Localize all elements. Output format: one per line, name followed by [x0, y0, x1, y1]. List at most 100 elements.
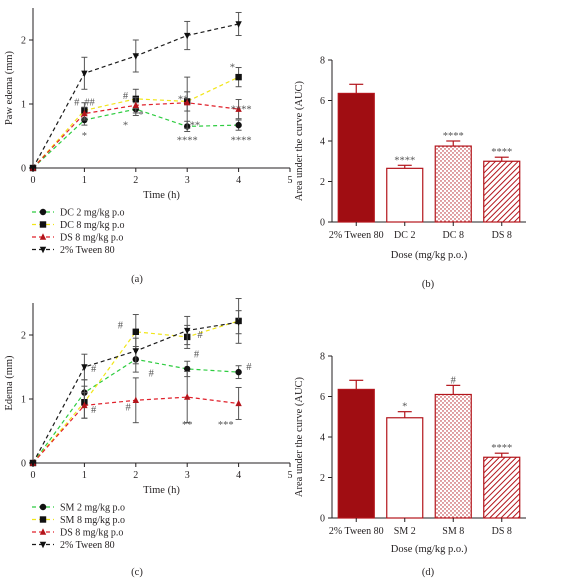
- data-point: [184, 327, 191, 335]
- data-point: [81, 70, 88, 77]
- significance-marker: ****: [394, 155, 415, 166]
- significance-marker: #: [125, 403, 131, 414]
- legend-label: SM 2 mg/kg p.o: [60, 503, 125, 514]
- significance-marker: ***: [218, 420, 234, 431]
- significance-marker: #: [451, 375, 457, 386]
- data-point: [235, 73, 242, 81]
- significance-marker: *: [123, 120, 128, 131]
- y-axis-label: Paw edema (mm): [4, 50, 15, 125]
- significance-marker: ****: [231, 104, 252, 115]
- data-point: [29, 165, 37, 172]
- y-tick-label: 8: [320, 352, 325, 363]
- significance-marker: #: [91, 364, 97, 375]
- x-tick-label: 0: [31, 175, 36, 186]
- y-tick-label: 4: [320, 433, 325, 444]
- legend-label: 2% Tween 80: [60, 245, 115, 256]
- legend-marker: [39, 246, 47, 254]
- significance-marker: ****: [231, 136, 252, 147]
- data-point: [132, 53, 139, 60]
- y-tick-label: 6: [320, 96, 325, 107]
- legend-marker: [39, 541, 47, 549]
- legend-marker: [39, 528, 47, 535]
- legend-label: SM 8 mg/kg p.o: [60, 515, 125, 526]
- x-tick-label: 2% Tween 80: [329, 230, 384, 241]
- data-point: [235, 319, 242, 326]
- bar: [337, 92, 375, 223]
- chart-panel-2: 0 1 2 Edema (mm) 0 1 2 3 4 5 Time (h) SM 2 mg/kg p.…: [4, 298, 293, 578]
- data-point: [132, 101, 139, 108]
- data-point: [29, 460, 37, 467]
- legend-marker: [39, 503, 47, 511]
- significance-marker: #: [89, 97, 95, 108]
- significance-marker: ****: [177, 136, 198, 147]
- bar: [434, 393, 472, 519]
- significance-marker: *: [82, 131, 87, 142]
- x-tick-label: DS 8: [492, 526, 512, 537]
- data-point: [132, 328, 139, 335]
- x-tick-label: 1: [82, 470, 87, 481]
- panel-label: (b): [422, 279, 435, 290]
- x-tick-label: 3: [185, 175, 190, 186]
- significance-marker: *: [138, 110, 143, 121]
- legend-marker: [39, 208, 47, 216]
- data-point: [184, 393, 191, 400]
- legend-label: DC 8 mg/kg p.o: [60, 220, 124, 231]
- bar: [483, 160, 521, 223]
- significance-marker: #: [246, 362, 252, 373]
- y-axis-label: Area under the curve (AUC): [294, 376, 305, 497]
- x-tick-label: 2% Tween 80: [329, 526, 384, 537]
- panel-label: (a): [131, 274, 143, 285]
- data-point: [132, 348, 139, 355]
- y-tick-label: 2: [320, 473, 325, 484]
- significance-marker: #: [149, 369, 155, 380]
- x-tick-label: 4: [236, 175, 241, 186]
- data-point: [235, 105, 242, 112]
- significance-marker: **: [178, 95, 189, 106]
- bar: [434, 145, 472, 223]
- x-axis-label: Time (h): [143, 485, 180, 496]
- significance-marker: ****: [491, 147, 512, 158]
- data-point: [235, 368, 242, 376]
- legend-label: DS 8 mg/kg p.o: [60, 528, 123, 539]
- data-point: [184, 99, 191, 106]
- significance-marker: ****: [491, 443, 512, 454]
- significance-marker: *: [230, 63, 235, 74]
- x-tick-label: DS 8: [492, 230, 512, 241]
- data-point: [235, 21, 242, 28]
- x-tick-label: 5: [288, 175, 293, 186]
- chart-panel-0: 0 1 2 Paw edema (mm) 0 1 2 3 4 5 Time (h) DC 2 mg/k…: [4, 8, 293, 285]
- significance-marker: #: [91, 405, 97, 416]
- bar: [483, 456, 521, 519]
- y-tick-label: 1: [21, 100, 26, 111]
- data-point: [132, 396, 139, 403]
- significance-marker: #: [123, 91, 129, 102]
- x-tick-label: 3: [185, 470, 190, 481]
- legend-marker: [39, 221, 47, 228]
- x-axis-label: Time (h): [143, 190, 180, 201]
- data-point: [184, 32, 191, 40]
- data-point: [81, 401, 88, 409]
- legend-marker: [39, 516, 47, 523]
- y-tick-label: 8: [320, 56, 325, 67]
- data-point: [81, 109, 88, 117]
- y-tick-label: 0: [21, 164, 26, 175]
- x-tick-label: 2: [133, 175, 138, 186]
- x-axis-label: Dose (mg/kg p.o.): [391, 544, 468, 555]
- significance-marker: **: [190, 120, 201, 131]
- y-tick-label: 2: [21, 36, 26, 47]
- bar: [386, 417, 424, 519]
- chart-panel-1: 0 2 4 6 8 Area under the curve (AUC) Dose (mg/…: [294, 56, 526, 290]
- legend-label: DS 8 mg/kg p.o: [60, 233, 123, 244]
- x-tick-label: 4: [236, 470, 241, 481]
- y-tick-label: 6: [320, 392, 325, 403]
- x-tick-label: 1: [82, 175, 87, 186]
- legend-marker: [39, 233, 47, 240]
- y-axis-label: Edema (mm): [4, 355, 15, 411]
- significance-marker: **: [182, 420, 193, 431]
- y-tick-label: 4: [320, 137, 325, 148]
- legend-label: 2% Tween 80: [60, 540, 115, 551]
- x-tick-label: DC 2: [394, 230, 415, 241]
- panel-label: (c): [131, 567, 143, 578]
- data-point: [184, 365, 191, 373]
- bar: [337, 388, 375, 519]
